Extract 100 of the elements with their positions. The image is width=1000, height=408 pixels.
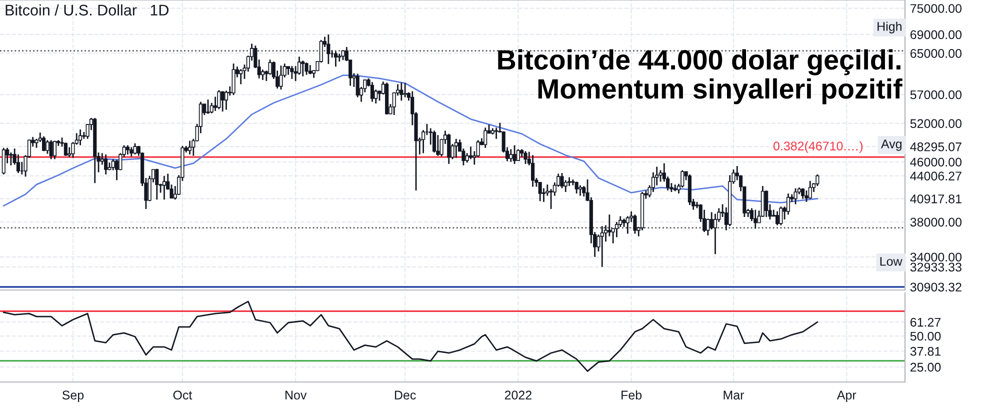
candlestick [356, 73, 360, 98]
x-tick-label: Apr [836, 390, 856, 402]
candlestick [217, 89, 221, 110]
candlestick [370, 81, 374, 102]
x-tick-label: Nov [285, 390, 307, 400]
candlestick [801, 188, 805, 200]
annotation: High [878, 22, 902, 34]
y-tick-label: 38000.00 [910, 218, 962, 227]
candlestick [46, 139, 50, 154]
x-tick-label: Mar [724, 390, 744, 400]
candlestick [786, 192, 790, 216]
candlestick [155, 168, 159, 200]
candlestick [111, 158, 115, 171]
candlestick [574, 180, 578, 194]
candlestick [260, 68, 265, 81]
candlestick [432, 130, 436, 154]
candlestick [9, 152, 13, 166]
candlestick [304, 62, 308, 76]
x-tick-label: 2022 [504, 390, 532, 400]
candlestick [290, 65, 294, 80]
candlestick [294, 65, 298, 82]
candlestick [512, 144, 516, 165]
candlestick [794, 188, 798, 205]
candlestick [374, 88, 378, 104]
candlestick [279, 64, 283, 90]
y-tick-label: 50.00 [910, 332, 941, 341]
candlestick [403, 82, 407, 98]
x-tick-label: Sep [62, 390, 84, 402]
candlestick [754, 209, 758, 230]
y-tick-label: 65000.00 [910, 49, 962, 58]
annotation: Low [880, 257, 902, 266]
y-tick-label: 34000.00 [910, 252, 962, 262]
candlestick [308, 64, 312, 75]
y-tick-label: 57000.00 [910, 90, 962, 100]
candlestick [484, 126, 488, 149]
y-tick-label: 44006.27 [910, 172, 962, 180]
candlestick [224, 90, 228, 110]
candlestick [516, 148, 520, 162]
candlestick [530, 154, 535, 188]
candlestick [779, 206, 783, 226]
y-tick-label: 25.00 [910, 362, 941, 372]
candlestick [170, 184, 174, 199]
candlestick [468, 146, 473, 160]
candlestick [232, 62, 236, 96]
candlestick [804, 190, 808, 203]
candlestick [42, 136, 46, 152]
candlestick [52, 140, 57, 160]
candlestick [608, 214, 612, 238]
y-tick-label: 37.81 [910, 346, 941, 356]
candlestick [301, 60, 305, 77]
y-tick-label: 30903.32 [910, 282, 962, 292]
x-tick-label: Dec [394, 390, 416, 400]
candlestick [454, 138, 458, 159]
candlestick [49, 139, 53, 160]
candlestick [2, 147, 6, 176]
y-tick-label: 40917.81 [910, 194, 962, 204]
candlestick [104, 154, 108, 176]
candlestick [564, 179, 568, 193]
candlestick [549, 188, 553, 210]
candlestick [524, 150, 528, 165]
chart-title: Bitcoin / U.S. Dollar 1D [6, 4, 169, 16]
candlestick [509, 148, 513, 163]
x-tick-label: Feb [622, 390, 642, 400]
candlestick [239, 68, 243, 85]
candlestick [626, 216, 630, 234]
candlestick [633, 214, 637, 234]
y-tick-label: 52000.00 [910, 119, 962, 128]
line-series [2, 300, 818, 372]
candlestick [78, 128, 82, 146]
candlestick [658, 170, 662, 182]
candlestick [578, 184, 582, 196]
candlestick [710, 211, 714, 230]
candlestick [162, 175, 166, 200]
candlestick [206, 98, 210, 115]
candlestick [447, 133, 451, 165]
text: Bitcoin’de 44.000 dolar geçildi. Momentum sinyalleri pozitif [498, 49, 902, 104]
y-tick-label: 61.27 [910, 318, 941, 327]
annotation: Avg [880, 140, 902, 151]
y-tick-label: 69000.00 [910, 30, 962, 40]
candlestick [764, 190, 768, 218]
candlestick [436, 134, 440, 156]
ref-line-label: 0.382(46710.…) [773, 141, 863, 153]
candlestick [133, 142, 137, 156]
candlestick [64, 142, 68, 156]
candlestick [538, 182, 542, 202]
candlestick [326, 34, 330, 65]
candlestick [775, 210, 780, 226]
y-tick-label: 75000.00 [910, 4, 962, 13]
candlestick [808, 180, 812, 200]
y-tick-label: 32933.33 [910, 262, 962, 272]
x-tick-label: Oct [173, 390, 192, 400]
candlestick [560, 172, 564, 189]
candlestick [188, 140, 192, 156]
y-tick-label: 46000.00 [910, 158, 962, 167]
candlestick [400, 82, 404, 102]
candlestick [220, 90, 224, 112]
candlestick [334, 50, 338, 68]
y-tick-label: 48295.07 [910, 142, 962, 152]
candlestick [600, 225, 604, 268]
candlestick [130, 146, 134, 158]
